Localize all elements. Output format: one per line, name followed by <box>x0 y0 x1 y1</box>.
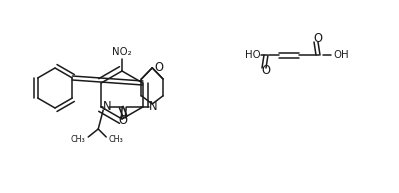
Text: CH₃: CH₃ <box>71 135 85 144</box>
Text: O: O <box>154 61 163 74</box>
Text: OH: OH <box>333 50 349 60</box>
Text: O: O <box>261 64 271 78</box>
Text: O: O <box>314 32 322 46</box>
Text: O: O <box>119 114 128 128</box>
Text: N: N <box>149 100 158 113</box>
Text: NO₂: NO₂ <box>112 47 132 57</box>
Text: HO: HO <box>245 50 261 60</box>
Text: N: N <box>103 101 112 113</box>
Text: CH₃: CH₃ <box>108 135 123 144</box>
